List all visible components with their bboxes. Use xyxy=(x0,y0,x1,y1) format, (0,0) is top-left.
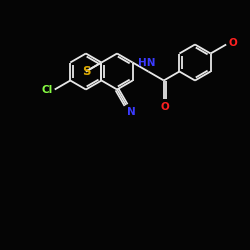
Text: Cl: Cl xyxy=(42,84,53,94)
Text: HN: HN xyxy=(138,58,156,68)
Text: N: N xyxy=(127,107,136,117)
Text: S: S xyxy=(82,65,90,78)
Text: O: O xyxy=(161,102,170,112)
Text: O: O xyxy=(228,38,237,48)
